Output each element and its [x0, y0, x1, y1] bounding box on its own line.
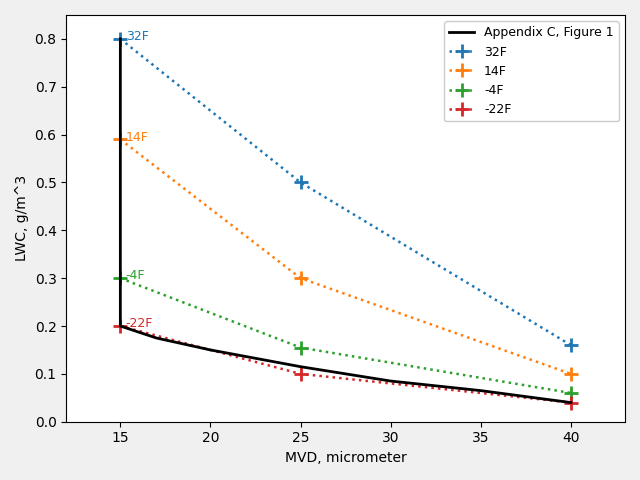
- 32F: [116, 36, 124, 42]
- Line: 14F: 14F: [113, 132, 578, 381]
- Line: 32F: 32F: [113, 32, 578, 352]
- Appendix C, Figure 1: [207, 347, 214, 353]
- Appendix C, Figure 1: [387, 378, 394, 384]
- -4F: [297, 345, 305, 350]
- Appendix C, Figure 1: [567, 400, 575, 406]
- Appendix C, Figure 1: [116, 36, 124, 42]
- 14F: [567, 371, 575, 377]
- Text: 32F: 32F: [125, 30, 148, 43]
- -22F: [567, 400, 575, 406]
- Text: -22F: -22F: [125, 317, 153, 330]
- Line: -22F: -22F: [113, 319, 578, 409]
- -4F: [116, 276, 124, 281]
- -22F: [297, 371, 305, 377]
- 14F: [116, 136, 124, 142]
- Text: -4F: -4F: [125, 269, 145, 282]
- -22F: [116, 323, 124, 329]
- X-axis label: MVD, micrometer: MVD, micrometer: [285, 451, 406, 465]
- 32F: [567, 342, 575, 348]
- Line: -4F: -4F: [113, 271, 578, 400]
- 14F: [297, 276, 305, 281]
- Appendix C, Figure 1: [116, 323, 124, 329]
- Appendix C, Figure 1: [152, 335, 160, 341]
- Text: 14F: 14F: [125, 131, 148, 144]
- Line: Appendix C, Figure 1: Appendix C, Figure 1: [120, 39, 571, 403]
- Appendix C, Figure 1: [477, 388, 484, 394]
- Legend: Appendix C, Figure 1, 32F, 14F, -4F, -22F: Appendix C, Figure 1, 32F, 14F, -4F, -22…: [444, 21, 619, 121]
- 32F: [297, 180, 305, 185]
- Appendix C, Figure 1: [297, 364, 305, 370]
- -4F: [567, 390, 575, 396]
- Y-axis label: LWC, g/m^3: LWC, g/m^3: [15, 175, 29, 262]
